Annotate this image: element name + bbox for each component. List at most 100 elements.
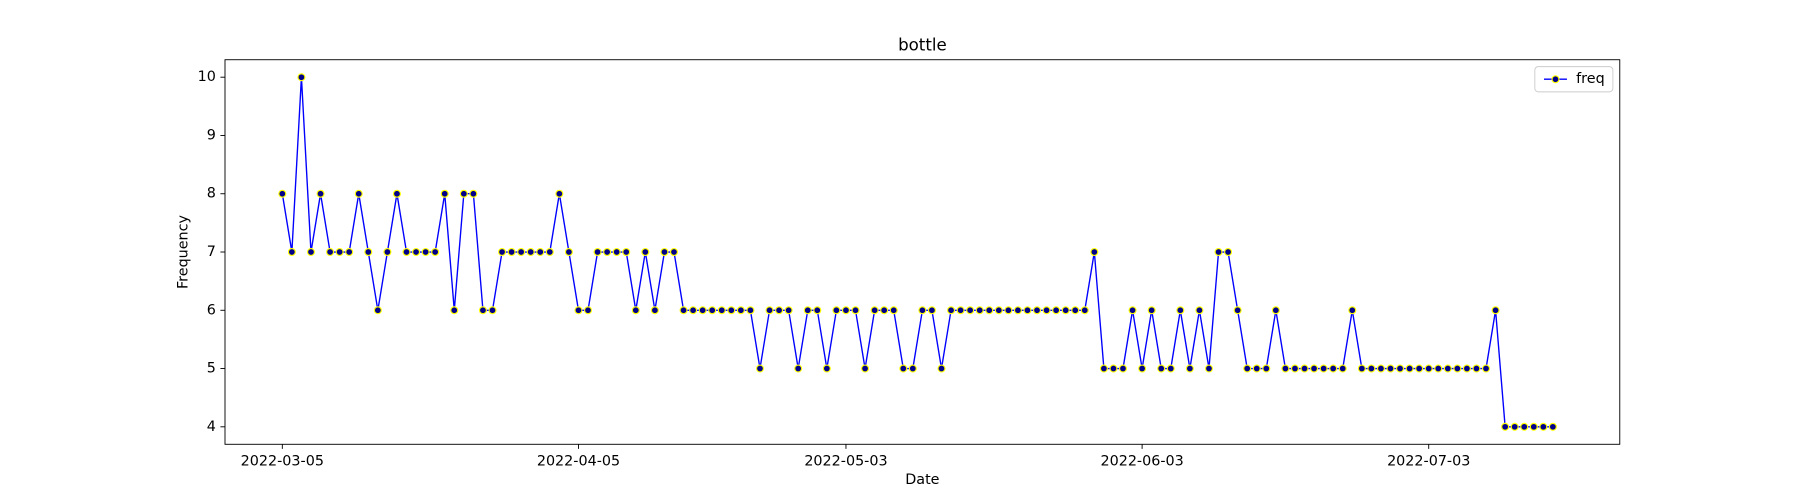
data-point xyxy=(392,189,401,198)
data-point xyxy=(1338,364,1347,373)
data-point xyxy=(1061,306,1070,315)
data-point xyxy=(536,247,545,257)
data-point xyxy=(1424,364,1433,373)
data-point xyxy=(1529,422,1538,431)
data-point xyxy=(631,306,640,315)
y-tick-label: 7 xyxy=(207,244,216,260)
data-point xyxy=(1386,364,1395,373)
data-point xyxy=(966,306,975,315)
data-point xyxy=(402,247,411,257)
data-point xyxy=(335,247,344,257)
data-point xyxy=(421,247,430,257)
data-point xyxy=(1434,364,1443,373)
data-point xyxy=(1472,364,1481,373)
data-point xyxy=(861,364,870,373)
data-point xyxy=(1071,306,1080,315)
data-point xyxy=(498,247,507,257)
data-point xyxy=(1128,306,1137,315)
data-point xyxy=(1415,364,1424,373)
data-point xyxy=(1109,364,1118,373)
data-point xyxy=(316,189,325,198)
data-point xyxy=(1482,364,1491,373)
data-point xyxy=(1520,422,1529,431)
data-point xyxy=(1462,364,1471,373)
data-point xyxy=(841,306,850,315)
data-point xyxy=(832,306,841,315)
data-point xyxy=(450,306,459,315)
data-point xyxy=(1023,306,1032,315)
data-point xyxy=(1195,306,1204,315)
data-point xyxy=(660,247,669,257)
data-point xyxy=(564,247,573,257)
data-point xyxy=(956,306,965,315)
data-point xyxy=(326,247,335,257)
y-tick-label: 6 xyxy=(207,302,216,318)
data-point xyxy=(1052,306,1061,315)
data-point xyxy=(1004,306,1013,315)
data-point xyxy=(1147,306,1156,315)
data-point xyxy=(345,247,354,257)
data-point xyxy=(1405,364,1414,373)
data-point xyxy=(927,306,936,315)
data-point xyxy=(937,364,946,373)
data-point xyxy=(555,189,564,198)
data-point xyxy=(669,247,679,257)
data-point xyxy=(545,247,554,257)
data-point xyxy=(459,189,468,198)
data-point xyxy=(1453,364,1462,373)
x-tick-label: 2022-06-03 xyxy=(1100,454,1183,470)
data-point xyxy=(1348,306,1357,315)
data-point xyxy=(975,306,984,315)
data-point xyxy=(880,306,889,315)
data-point xyxy=(1013,306,1022,315)
data-point xyxy=(1319,364,1328,373)
data-point xyxy=(918,306,927,315)
data-point xyxy=(1204,364,1213,373)
data-point xyxy=(593,247,602,257)
data-point xyxy=(822,364,831,373)
data-point xyxy=(1233,306,1242,315)
x-tick-label: 2022-03-05 xyxy=(241,454,324,470)
data-point xyxy=(1099,364,1108,373)
data-point xyxy=(431,247,440,257)
data-point xyxy=(775,306,784,315)
data-point xyxy=(803,306,812,315)
data-point xyxy=(1548,422,1557,431)
data-point xyxy=(765,306,774,315)
data-point xyxy=(364,247,373,257)
data-point xyxy=(794,364,803,373)
data-point xyxy=(708,306,717,315)
data-point xyxy=(650,306,659,315)
data-point xyxy=(574,306,583,315)
chart-title: bottle xyxy=(898,35,947,54)
data-point xyxy=(889,306,898,315)
data-point xyxy=(947,306,956,315)
data-point xyxy=(1367,364,1376,373)
data-point xyxy=(1118,364,1128,373)
data-point xyxy=(278,189,287,198)
data-point xyxy=(383,247,392,257)
data-point xyxy=(698,306,707,315)
data-point xyxy=(1290,364,1299,373)
data-point xyxy=(306,247,315,257)
data-point xyxy=(412,247,421,257)
data-point xyxy=(1176,306,1185,315)
data-point xyxy=(354,189,363,198)
data-point xyxy=(469,189,478,198)
data-point xyxy=(1329,364,1338,373)
data-point xyxy=(851,306,860,315)
data-point xyxy=(488,306,497,315)
data-point xyxy=(813,306,822,315)
y-tick-label: 8 xyxy=(207,186,216,202)
legend-label: freq xyxy=(1576,71,1605,87)
data-point xyxy=(1491,306,1500,315)
data-point xyxy=(1042,306,1051,315)
data-point xyxy=(736,306,745,315)
x-axis-label: Date xyxy=(905,472,939,488)
data-point xyxy=(584,306,593,315)
x-tick-label: 2022-04-05 xyxy=(537,454,620,470)
data-point xyxy=(1033,306,1042,315)
